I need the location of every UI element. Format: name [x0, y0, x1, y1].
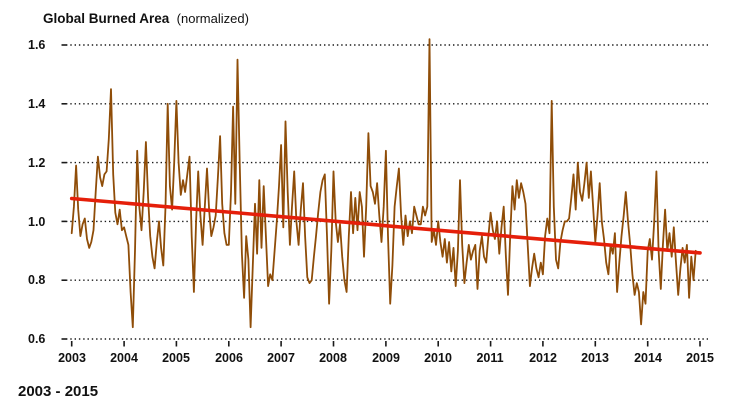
y-tick-label-0.6: 0.6: [28, 332, 46, 346]
x-tick-label-2013: 2013: [581, 351, 609, 365]
x-tick-label-2003: 2003: [58, 351, 86, 365]
x-tick-label-2014: 2014: [634, 351, 662, 365]
x-tick-label-2015: 2015: [686, 351, 714, 365]
x-tick-label-2008: 2008: [319, 351, 347, 365]
date-range-label: 2003 - 2015: [18, 383, 99, 400]
y-tick-label-0.8: 0.8: [28, 273, 46, 287]
trend-line: [69, 196, 702, 255]
chart-title-normalized: (normalized): [176, 11, 249, 26]
chart-title-main: Global Burned Area: [43, 11, 170, 26]
y-tick-label-1.4: 1.4: [28, 97, 46, 111]
y-tick-label-1.6: 1.6: [28, 38, 46, 52]
x-tick-label-2004: 2004: [110, 351, 138, 365]
chart-title: Global Burned Area (normalized): [43, 11, 249, 26]
x-tick-label-2009: 2009: [372, 351, 400, 365]
y-tick-label-1.2: 1.2: [28, 156, 46, 170]
x-tick-label-2005: 2005: [162, 351, 190, 365]
x-tick-label-2010: 2010: [424, 351, 452, 365]
burned-area-line: [70, 38, 697, 329]
x-tick-label-2007: 2007: [267, 351, 295, 365]
x-tick-label-2006: 2006: [215, 351, 243, 365]
x-tick-label-2011: 2011: [476, 351, 504, 365]
y-tick-label-1.0: 1.0: [28, 215, 46, 229]
x-tick-label-2012: 2012: [529, 351, 557, 365]
axis-ticks: [61, 44, 701, 347]
